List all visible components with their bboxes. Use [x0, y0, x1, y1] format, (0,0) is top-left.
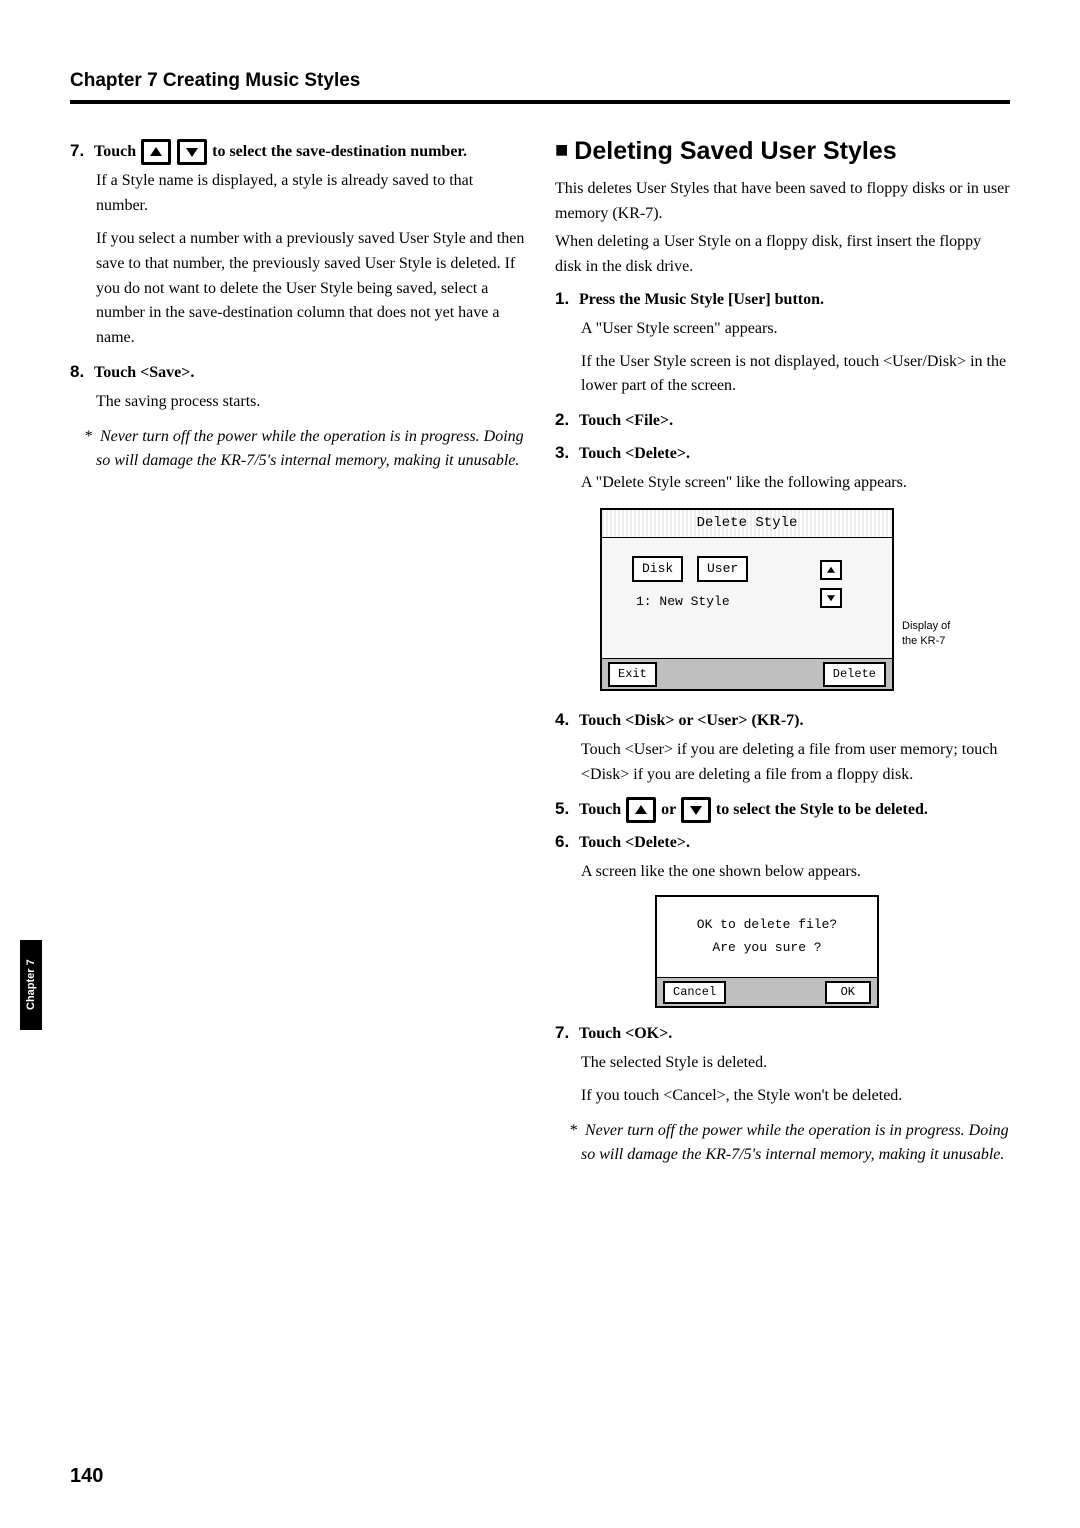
confirm-line-1: OK to delete file?	[663, 913, 871, 936]
step-number: 3.	[555, 440, 575, 466]
arrow-down-icon	[177, 139, 207, 165]
step-label: Touch <OK>.	[579, 1025, 672, 1042]
arrow-down-icon	[681, 797, 711, 823]
style-line: 1: New Style	[636, 592, 730, 612]
body-text: If you touch <Cancel>, the Style won't b…	[581, 1084, 1010, 1109]
chapter-header: Chapter 7 Creating Music Styles	[70, 70, 1010, 92]
warning-text: * Never turn off the power while the ope…	[80, 425, 525, 475]
exit-button[interactable]: Exit	[608, 662, 657, 687]
section-heading: ■Deleting Saved User Styles	[555, 132, 1010, 171]
body-text: Touch <User> if you are deleting a file …	[581, 738, 1010, 788]
step-4: 4. Touch <Disk> or <User> (KR-7).	[555, 707, 1010, 734]
step-number: 8.	[70, 359, 90, 385]
body-text: A screen like the one shown below appear…	[581, 860, 1010, 885]
step-7-right: 7. Touch <OK>.	[555, 1020, 1010, 1047]
disk-button[interactable]: Disk	[632, 556, 683, 582]
lcd-title: Delete Style	[602, 510, 892, 539]
step-6: 6. Touch <Delete>.	[555, 829, 1010, 856]
lcd-caption: Display of the KR-7	[902, 619, 962, 648]
body-text: If the User Style screen is not displaye…	[581, 350, 1010, 400]
body-text: If you select a number with a previously…	[96, 227, 525, 351]
body-text: When deleting a User Style on a floppy d…	[555, 230, 1010, 280]
step-8-left: 8. Touch <Save>.	[70, 359, 525, 386]
step-text-prefix: Touch	[94, 143, 140, 160]
arrow-up-icon[interactable]	[820, 560, 842, 580]
step-text-prefix: Touch	[579, 801, 625, 818]
page-number: 140	[70, 1465, 103, 1488]
body-text: The saving process starts.	[96, 390, 525, 415]
body-text: If a Style name is displayed, a style is…	[96, 169, 525, 219]
body-text: A "User Style screen" appears.	[581, 317, 1010, 342]
ok-button[interactable]: OK	[825, 981, 871, 1004]
arrow-up-icon	[141, 139, 171, 165]
step-number: 2.	[555, 407, 575, 433]
step-number: 6.	[555, 829, 575, 855]
step-label: Touch <Delete>.	[579, 445, 690, 462]
arrow-down-icon[interactable]	[820, 588, 842, 608]
step-label: Press the Music Style [User] button.	[579, 291, 824, 308]
step-label: Touch <Save>.	[94, 364, 194, 381]
step-number: 5.	[555, 796, 575, 822]
step-number: 1.	[555, 286, 575, 312]
square-bullet-icon: ■	[555, 137, 568, 162]
confirm-line-2: Are you sure ?	[663, 936, 871, 959]
step-text-mid: or	[661, 801, 680, 818]
step-number: 4.	[555, 707, 575, 733]
user-button[interactable]: User	[697, 556, 748, 582]
step-number: 7.	[70, 138, 90, 164]
body-text: This deletes User Styles that have been …	[555, 177, 1010, 227]
step-label: Touch <Delete>.	[579, 834, 690, 851]
body-text: The selected Style is deleted.	[581, 1051, 1010, 1076]
chapter-side-tab: Chapter 7	[20, 940, 42, 1030]
step-label: Touch <Disk> or <User> (KR-7).	[579, 712, 803, 729]
step-label: Touch <File>.	[579, 412, 673, 429]
cancel-button[interactable]: Cancel	[663, 981, 726, 1004]
step-5: 5. Touch or to select the Style to be de…	[555, 796, 1010, 823]
delete-style-screen: Delete Style Disk User 1: New Style Exit…	[600, 508, 894, 692]
step-text-suffix: to select the save-destination number.	[212, 143, 467, 160]
body-text: A "Delete Style screen" like the followi…	[581, 471, 1010, 496]
arrow-up-icon	[626, 797, 656, 823]
step-1: 1. Press the Music Style [User] button.	[555, 286, 1010, 313]
step-7-left: 7. Touch to select the save-destination …	[70, 138, 525, 165]
step-text-suffix: to select the Style to be deleted.	[716, 801, 928, 818]
header-rule	[70, 100, 1010, 104]
step-3: 3. Touch <Delete>.	[555, 440, 1010, 467]
warning-text: * Never turn off the power while the ope…	[565, 1119, 1010, 1169]
step-number: 7.	[555, 1020, 575, 1046]
delete-button[interactable]: Delete	[823, 662, 886, 687]
step-2: 2. Touch <File>.	[555, 407, 1010, 434]
confirm-dialog: OK to delete file? Are you sure ? Cancel…	[655, 895, 879, 1009]
